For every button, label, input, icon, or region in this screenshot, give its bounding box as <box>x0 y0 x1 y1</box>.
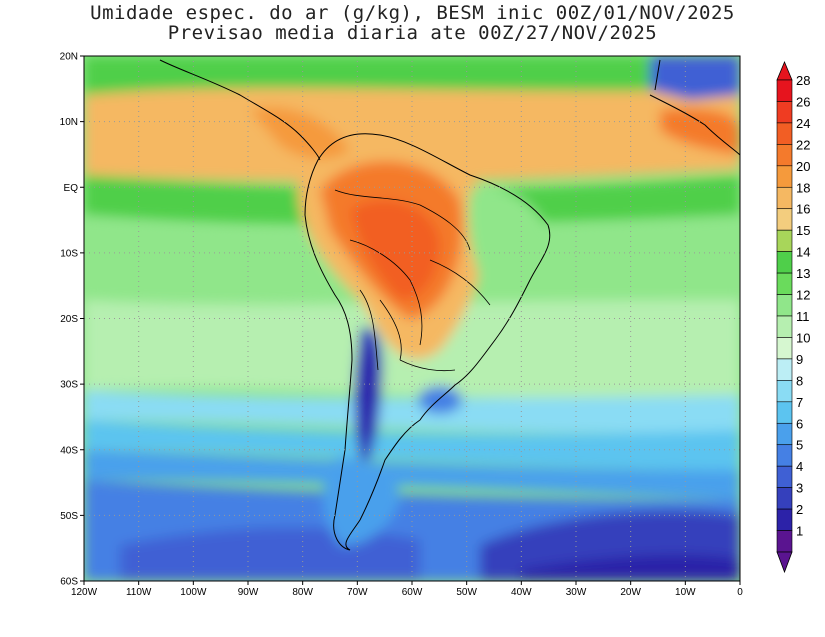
south-america-outline <box>304 133 551 551</box>
colorbar-swatch <box>776 144 793 167</box>
lon-label: 80W <box>292 587 313 598</box>
lat-label: 20N <box>60 52 78 63</box>
coastlines <box>159 59 741 551</box>
colorbar-swatch <box>776 315 793 338</box>
colorbar-swatch <box>776 444 793 467</box>
colorbar-swatch <box>776 380 793 403</box>
colorbar-swatch <box>776 251 793 274</box>
colorbar-swatch <box>776 272 793 295</box>
lat-label: 60S <box>60 577 78 588</box>
lon-label: 40W <box>511 587 532 598</box>
colorbar-label: 28 <box>796 73 810 88</box>
colorbar-label: 6 <box>796 416 803 431</box>
longitude-labels: 120W 110W 100W 90W 80W 70W 60W 50W 40W 30W 20W 10W 0 <box>71 581 743 598</box>
lon-label: 30W <box>566 587 587 598</box>
central-america-outline <box>159 59 321 161</box>
country-borders <box>334 189 491 372</box>
lat-label: EQ <box>64 183 79 194</box>
humidity-field <box>84 56 740 581</box>
colorbar-swatch <box>776 208 793 231</box>
lon-label: 50W <box>456 587 477 598</box>
colorbar-swatch <box>776 101 793 124</box>
colorbar-label: 20 <box>796 159 810 174</box>
colorbar-swatch <box>776 465 793 488</box>
colorbar-label: 18 <box>796 180 810 195</box>
map-title: Umidade espec. do ar (g/kg), BESM inic 0… <box>90 2 735 24</box>
africa-outline <box>649 94 741 156</box>
colorbar-label: 8 <box>796 373 803 388</box>
colorbar-swatch <box>776 79 793 102</box>
lon-label: 20W <box>620 587 641 598</box>
colorbar: 28 26 24 22 20 18 16 15 14 13 12 11 10 9 8 7 6 5 4 3 2 1 <box>776 60 810 574</box>
lon-label: 70W <box>347 587 368 598</box>
colorbar-label: 7 <box>796 395 803 410</box>
colorbar-label: 1 <box>796 524 803 539</box>
latitude-labels: 20N 10N EQ 10S 20S 30S 40S 50S 60S <box>60 52 84 588</box>
colorbar-bottom-arrow <box>776 551 793 574</box>
colorbar-label: 9 <box>796 352 803 367</box>
colorbar-label: 14 <box>796 245 810 260</box>
lat-label: 10S <box>60 248 78 259</box>
colorbar-label: 26 <box>796 94 810 109</box>
lon-label: 90W <box>238 587 259 598</box>
lat-label: 20S <box>60 314 78 325</box>
colorbar-label: 24 <box>796 116 810 131</box>
map-subtitle: Previsao media diaria ate 00Z/27/NOV/202… <box>167 22 658 44</box>
lat-label: 30S <box>60 380 78 391</box>
colorbar-label: 13 <box>796 266 810 281</box>
colorbar-label: 4 <box>796 459 803 474</box>
colorbar-label: 11 <box>796 309 810 324</box>
colorbar-top-arrow <box>776 60 793 81</box>
lat-label: 40S <box>60 445 78 456</box>
colorbar-swatch <box>776 165 793 188</box>
colorbar-swatch <box>776 422 793 446</box>
colorbar-label: 12 <box>796 288 810 303</box>
colorbar-label: 5 <box>796 438 803 453</box>
colorbar-label: 15 <box>796 223 810 238</box>
lat-label: 10N <box>60 117 78 128</box>
colorbar-label: 22 <box>796 137 810 152</box>
colorbar-label: 2 <box>796 502 803 517</box>
colorbar-label: 10 <box>796 330 810 345</box>
lon-label: 10W <box>675 587 696 598</box>
lon-label: 110W <box>126 587 152 598</box>
colorbar-swatch <box>776 401 793 424</box>
colorbar-swatch <box>776 186 793 210</box>
colorbar-label: 16 <box>796 202 810 217</box>
colorbar-swatch <box>776 508 793 531</box>
lon-label: 120W <box>71 587 98 598</box>
colorbar-swatch <box>776 487 793 510</box>
lon-label: 0 <box>737 587 743 598</box>
colorbar-swatch <box>776 229 793 252</box>
colorbar-swatch <box>776 122 793 145</box>
colorbar-swatch <box>776 530 793 553</box>
colorbar-label: 3 <box>796 481 803 496</box>
colorbar-swatch <box>776 358 793 381</box>
lon-label: 60W <box>402 587 423 598</box>
lon-label: 100W <box>180 587 207 598</box>
colorbar-swatch <box>776 337 793 360</box>
lat-label: 50S <box>60 511 78 522</box>
colorbar-swatch <box>776 294 793 317</box>
